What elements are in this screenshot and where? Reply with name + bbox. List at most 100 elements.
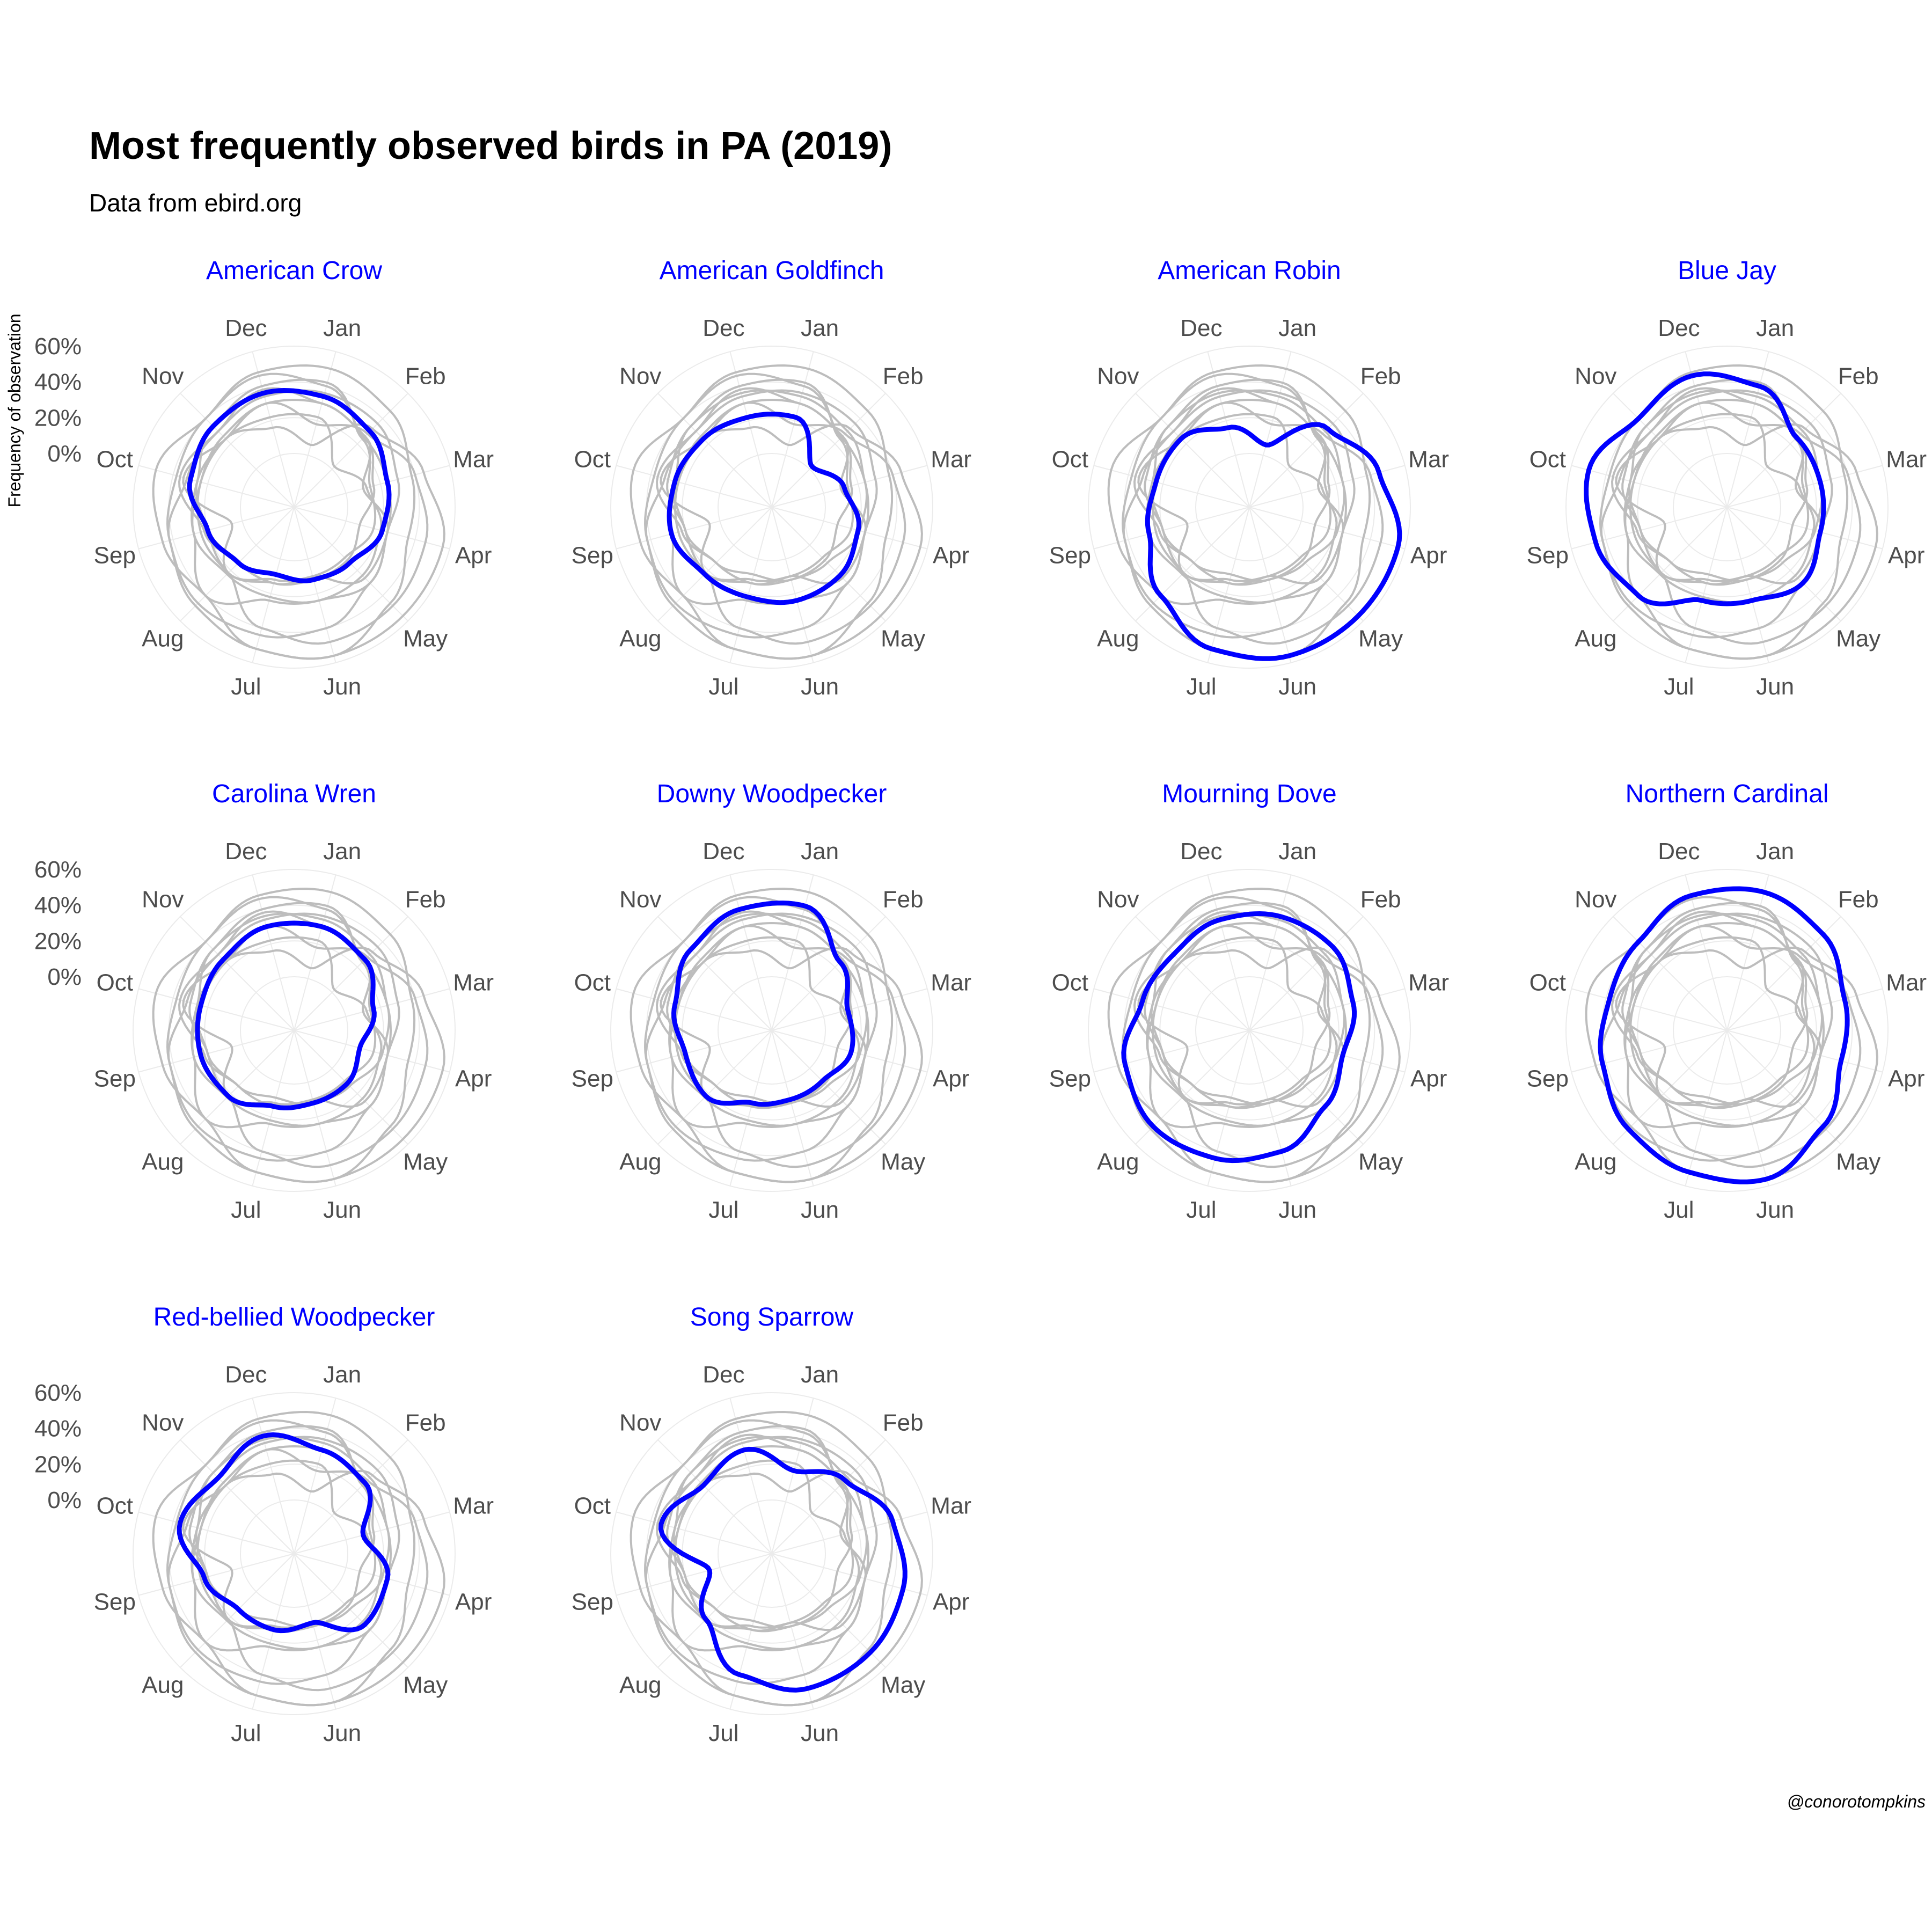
- month-label: May: [881, 1149, 925, 1175]
- background-series-line: [1615, 925, 1862, 1168]
- grid-spoke: [252, 1397, 295, 1554]
- grid-ring: [1565, 869, 1889, 1192]
- month-label: Jul: [231, 1720, 261, 1746]
- month-label: Feb: [405, 886, 446, 912]
- month-label: Jun: [801, 674, 839, 700]
- grid-spoke: [1613, 507, 1728, 621]
- month-label: Aug: [619, 1149, 661, 1175]
- grid-spoke: [1135, 393, 1250, 508]
- background-series-line: [656, 1433, 867, 1632]
- grid-spoke: [1207, 507, 1250, 663]
- grid-spoke: [252, 351, 295, 508]
- highlight-series-line: [195, 920, 377, 1110]
- grid-spoke: [294, 393, 408, 508]
- grid-spoke: [771, 1439, 886, 1554]
- grid-ring: [1195, 976, 1304, 1085]
- month-label: Oct: [1052, 446, 1088, 472]
- background-series-line: [1133, 387, 1344, 586]
- month-label: May: [403, 1149, 448, 1175]
- month-label: Jun: [1278, 674, 1316, 700]
- grid-spoke: [1249, 507, 1364, 621]
- facet-panel: Jan Feb Mar Apr May Jun Jul Aug Sep Oct Nov Dec 0% 20…: [34, 257, 494, 700]
- month-label: Aug: [142, 1149, 184, 1175]
- background-series-line: [644, 364, 894, 660]
- grid-spoke: [294, 1553, 336, 1710]
- grid-spoke: [1685, 507, 1728, 663]
- grid-spoke: [729, 1397, 772, 1554]
- grid-ring: [240, 1499, 348, 1608]
- grid-spoke: [657, 916, 772, 1031]
- grid-spoke: [1726, 507, 1841, 621]
- grid-ring: [718, 453, 826, 561]
- month-label: Mar: [453, 969, 494, 996]
- grid-spoke: [1093, 1030, 1250, 1073]
- grid-ring: [1088, 346, 1411, 669]
- grid-spoke: [1249, 1030, 1406, 1073]
- panel-title: Blue Jay: [1678, 257, 1776, 285]
- panel-title: American Crow: [206, 257, 382, 285]
- month-label: May: [1358, 1149, 1403, 1175]
- month-label: Jul: [231, 674, 261, 700]
- panel-title: Song Sparrow: [690, 1303, 854, 1331]
- month-label: Apr: [1410, 543, 1447, 569]
- month-label: Feb: [1838, 363, 1879, 389]
- highlight-series-line: [658, 1446, 908, 1693]
- grid-spoke: [771, 874, 814, 1031]
- grid-spoke: [616, 988, 772, 1031]
- grid-spoke: [657, 393, 772, 508]
- grid-spoke: [294, 1553, 408, 1668]
- month-label: Apr: [455, 1066, 492, 1092]
- month-label: Feb: [883, 363, 924, 389]
- grid-spoke: [729, 507, 772, 663]
- month-label: Nov: [142, 886, 184, 912]
- background-series-line: [1137, 925, 1384, 1168]
- month-label: Sep: [1527, 543, 1569, 569]
- month-label: Dec: [1658, 838, 1700, 865]
- grid-spoke: [657, 507, 772, 621]
- month-label: Oct: [574, 1492, 611, 1519]
- month-label: Oct: [97, 1492, 133, 1519]
- grid-spoke: [1726, 1030, 1769, 1187]
- month-label: Oct: [1529, 446, 1566, 472]
- background-series-line: [195, 1425, 377, 1629]
- month-label: Jun: [323, 1197, 361, 1223]
- highlight-series-line: [1584, 371, 1826, 606]
- month-label: Dec: [1180, 315, 1222, 341]
- month-label: Jul: [708, 1197, 738, 1223]
- highlight-series-line: [187, 388, 392, 583]
- month-label: Sep: [94, 1066, 136, 1092]
- grid-spoke: [729, 1553, 772, 1710]
- month-label: Dec: [1180, 838, 1222, 865]
- grid-spoke: [1093, 988, 1250, 1031]
- grid-spoke: [616, 1553, 772, 1596]
- month-label: Jul: [1186, 1197, 1216, 1223]
- grid-spoke: [1135, 507, 1250, 621]
- grid-spoke: [294, 507, 336, 663]
- month-label: Sep: [572, 1066, 613, 1092]
- month-label: Feb: [883, 886, 924, 912]
- month-label: Apr: [455, 1589, 492, 1615]
- y-tick-label: 60%: [34, 333, 82, 360]
- month-label: Jul: [231, 1197, 261, 1223]
- grid-spoke: [138, 1553, 295, 1596]
- grid-ring: [610, 869, 933, 1192]
- background-series-line: [182, 925, 429, 1168]
- month-label: Dec: [225, 1362, 267, 1388]
- grid-spoke: [294, 1553, 450, 1596]
- month-label: Mar: [1408, 969, 1449, 996]
- y-tick-label: 40%: [34, 1416, 82, 1442]
- y-tick-label: 20%: [34, 928, 82, 954]
- grid-spoke: [1726, 1030, 1883, 1073]
- month-label: Apr: [1410, 1066, 1447, 1092]
- month-label: Mar: [931, 969, 971, 996]
- month-label: Nov: [142, 1409, 184, 1436]
- grid-spoke: [1726, 507, 1883, 550]
- grid-spoke: [180, 393, 295, 508]
- month-label: Aug: [619, 626, 661, 652]
- grid-spoke: [138, 465, 295, 508]
- grid-spoke: [294, 874, 336, 1031]
- month-label: Mar: [453, 446, 494, 472]
- facet-panel: Jan Feb Mar Apr May Jun Jul Aug Sep Oct Nov Dec Mour…: [1049, 780, 1449, 1223]
- month-label: May: [1358, 626, 1403, 652]
